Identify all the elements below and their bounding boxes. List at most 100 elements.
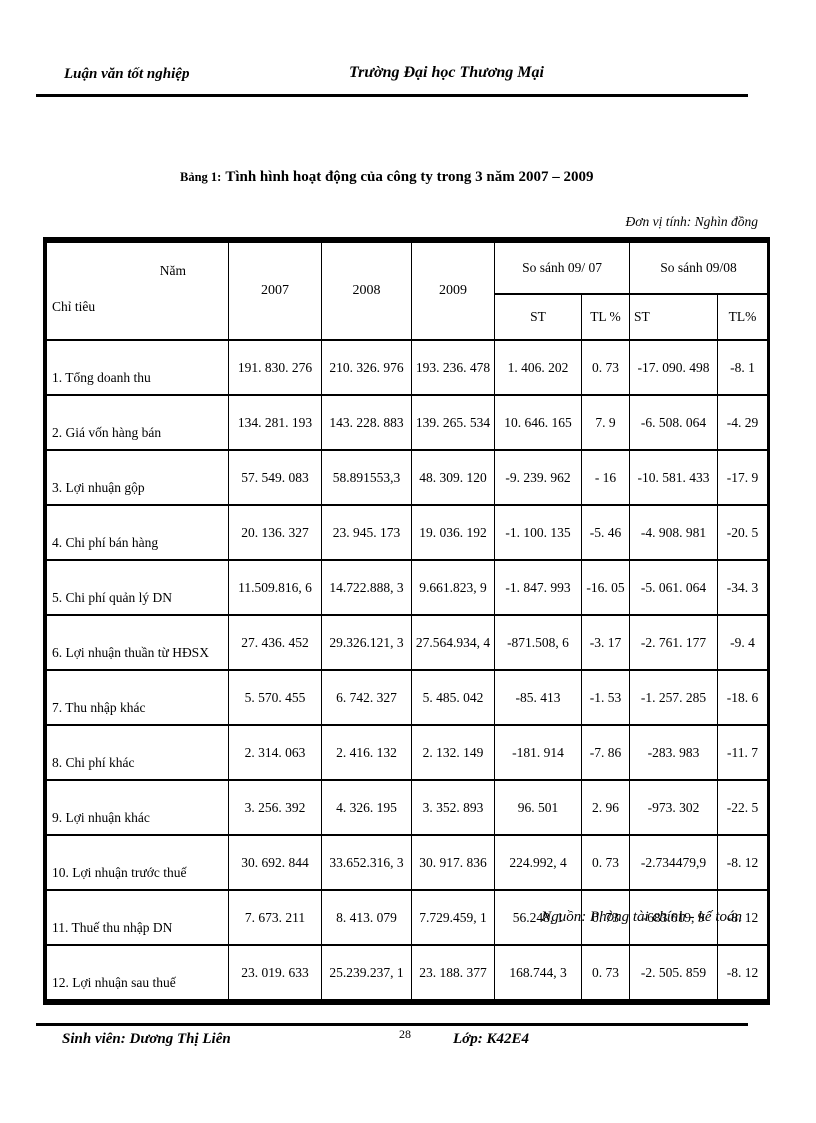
value-cell: 27. 436. 452: [228, 614, 322, 671]
value-cell: 0. 73: [580, 944, 631, 1001]
year-header-cell: 2009: [411, 241, 495, 341]
table-row: 11. Thuế thu nhập DN 7. 673. 211 8. 413.…: [46, 889, 769, 946]
value-cell: 168.744, 3: [494, 944, 582, 1001]
value-cell: -17. 9: [717, 449, 769, 506]
value-cell: 96. 501: [494, 779, 582, 836]
value-cell: -4. 908. 981: [629, 504, 719, 561]
source-note: Nguồn: Phòng tài chính - kế toán: [541, 909, 742, 925]
page-number: 28: [399, 1027, 411, 1041]
value-cell: -5. 46: [580, 504, 631, 561]
value-cell: -11. 7: [717, 724, 769, 781]
value-cell: -16. 05: [580, 559, 631, 616]
value-cell: 0. 73: [580, 339, 631, 396]
value-cell: 14.722.888, 3: [321, 559, 412, 616]
value-cell: 3. 256. 392: [228, 779, 322, 836]
value-cell: 5. 485. 042: [411, 669, 495, 726]
corner-label-nam: Năm: [159, 263, 186, 278]
value-cell: 9.661.823, 9: [411, 559, 495, 616]
table-row: 6. Lợi nhuận thuần từ HĐSX 27. 436. 452 …: [46, 614, 769, 671]
value-cell: -3. 17: [580, 614, 631, 671]
value-cell: 29.326.121, 3: [321, 614, 412, 671]
value-cell: -20. 5: [717, 504, 769, 561]
value-cell: -5. 061. 064: [629, 559, 719, 616]
header-left-text: Luận văn tốt nghiệp: [64, 66, 190, 82]
tl-header-cell: TL%: [717, 293, 769, 341]
table-row: 1. Tổng doanh thu 191. 830. 276 210. 326…: [46, 339, 769, 396]
row-label-cell: 9. Lợi nhuận khác: [46, 779, 229, 836]
compare-0908-header-cell: So sánh 09/08: [629, 241, 769, 295]
header-rule: [36, 94, 748, 97]
value-cell: 210. 326. 976: [321, 339, 412, 396]
corner-header-cell: Năm Chỉ tiêu: [46, 241, 229, 341]
value-cell: - 16: [580, 449, 631, 506]
value-cell: 4. 326. 195: [321, 779, 412, 836]
row-label-cell: 10. Lợi nhuận trước thuế: [46, 834, 229, 891]
value-cell: 7.729.459, 1: [411, 889, 495, 946]
table-row: 8. Chi phí khác 2. 314. 063 2. 416. 132 …: [46, 724, 769, 781]
table-row: 9. Lợi nhuận khác 3. 256. 392 4. 326. 19…: [46, 779, 769, 836]
row-label-cell: 1. Tổng doanh thu: [46, 339, 229, 396]
value-cell: -2. 761. 177: [629, 614, 719, 671]
value-cell: 143. 228. 883: [321, 394, 412, 451]
value-cell: -22. 5: [717, 779, 769, 836]
table-row: 3. Lợi nhuận gộp 57. 549. 083 58.891553,…: [46, 449, 769, 506]
value-cell: -10. 581. 433: [629, 449, 719, 506]
value-cell: 7. 9: [580, 394, 631, 451]
value-cell: 23. 019. 633: [228, 944, 322, 1001]
value-cell: -8. 1: [717, 339, 769, 396]
value-cell: -7. 86: [580, 724, 631, 781]
value-cell: 25.239.237, 1: [321, 944, 412, 1001]
st-header-cell: ST: [629, 293, 719, 341]
value-cell: 5. 570. 455: [228, 669, 322, 726]
value-cell: -8. 12: [717, 889, 769, 946]
value-cell: 7. 673. 211: [228, 889, 322, 946]
table-title-prefix: Bảng 1:: [180, 170, 222, 184]
value-cell: 23. 945. 173: [321, 504, 412, 561]
value-cell: 2. 96: [580, 779, 631, 836]
row-label-cell: 7. Thu nhập khác: [46, 669, 229, 726]
value-cell: 11.509.816, 6: [228, 559, 322, 616]
tl-header-cell: TL %: [580, 293, 631, 341]
year-header-cell: 2007: [228, 241, 322, 341]
table-row: 5. Chi phí quản lý DN 11.509.816, 6 14.7…: [46, 559, 769, 616]
value-cell: 57. 549. 083: [228, 449, 322, 506]
table-title: Bảng 1: Tình hình hoạt động của công ty t…: [180, 169, 593, 186]
value-cell: -85. 413: [494, 669, 582, 726]
table-row: 7. Thu nhập khác 5. 570. 455 6. 742. 327…: [46, 669, 769, 726]
value-cell: 2. 132. 149: [411, 724, 495, 781]
value-cell: 19. 036. 192: [411, 504, 495, 561]
value-cell: 33.652.316, 3: [321, 834, 412, 891]
data-table: Năm Chỉ tiêu 2007 2008 2009 So sánh 09/ …: [43, 237, 770, 1005]
value-cell: 27.564.934, 4: [411, 614, 495, 671]
value-cell: 48. 309. 120: [411, 449, 495, 506]
value-cell: 6. 742. 327: [321, 669, 412, 726]
value-cell: -8. 12: [717, 834, 769, 891]
value-cell: 224.992, 4: [494, 834, 582, 891]
value-cell: 2. 314. 063: [228, 724, 322, 781]
st-header-cell: ST: [494, 293, 582, 341]
table-row: 4. Chi phí bán hàng 20. 136. 327 23. 945…: [46, 504, 769, 561]
table-row: 10. Lợi nhuận trước thuế 30. 692. 844 33…: [46, 834, 769, 891]
value-cell: 30. 917. 836: [411, 834, 495, 891]
value-cell: 20. 136. 327: [228, 504, 322, 561]
footer-student-name: Sinh viên: Dương Thị Liên: [62, 1031, 231, 1047]
row-label-cell: 4. Chi phí bán hàng: [46, 504, 229, 561]
value-cell: -973. 302: [629, 779, 719, 836]
value-cell: -6. 508. 064: [629, 394, 719, 451]
row-label-cell: 8. Chi phí khác: [46, 724, 229, 781]
value-cell: 3. 352. 893: [411, 779, 495, 836]
row-label-cell: 3. Lợi nhuận gộp: [46, 449, 229, 506]
value-cell: 58.891553,3: [321, 449, 412, 506]
value-cell: 2. 416. 132: [321, 724, 412, 781]
value-cell: -9. 239. 962: [494, 449, 582, 506]
footer-class: Lớp: K42E4: [453, 1031, 529, 1047]
value-cell: 1. 406. 202: [494, 339, 582, 396]
table-row: 12. Lợi nhuận sau thuế 23. 019. 633 25.2…: [46, 944, 769, 1001]
compare-0907-header-cell: So sánh 09/ 07: [493, 241, 631, 295]
value-cell: 30. 692. 844: [228, 834, 322, 891]
value-cell: -9. 4: [717, 614, 769, 671]
value-cell: -181. 914: [494, 724, 582, 781]
value-cell: 193. 236. 478: [411, 339, 495, 396]
value-cell: -17. 090. 498: [629, 339, 719, 396]
